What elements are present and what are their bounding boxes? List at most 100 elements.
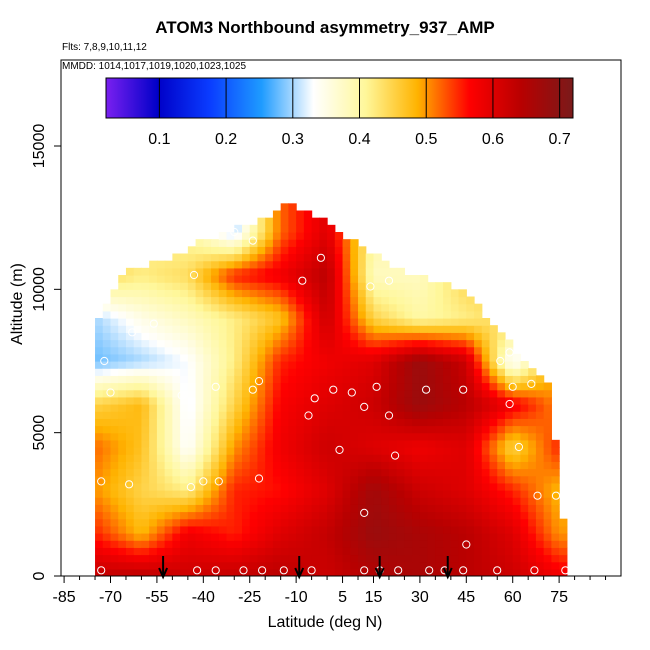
heatmap-cell — [520, 454, 529, 462]
heatmap-cell — [334, 325, 344, 333]
heatmap-cell — [504, 482, 514, 491]
heatmap-cell — [350, 361, 359, 369]
heatmap-cell — [450, 568, 460, 576]
heatmap-cell — [396, 346, 406, 355]
heatmap-cell — [141, 418, 150, 427]
sample-point — [462, 540, 471, 549]
heatmap-cell — [296, 289, 305, 298]
heatmap-cell — [156, 432, 166, 441]
heatmap-cell — [543, 404, 552, 412]
heatmap-cell — [334, 353, 344, 362]
heatmap-cell — [218, 246, 228, 255]
y-axis-label: Altitude (m) — [9, 263, 26, 345]
heatmap-cell — [489, 497, 498, 505]
heatmap-cell — [412, 461, 421, 470]
heatmap-cell — [481, 432, 491, 441]
heatmap-cell — [543, 511, 552, 520]
heatmap-cell — [528, 368, 537, 376]
heatmap-cell — [412, 561, 421, 570]
heatmap-cell — [110, 447, 119, 455]
heatmap-cell — [187, 296, 197, 305]
heatmap-cell — [187, 561, 197, 570]
heatmap-cell — [195, 540, 204, 548]
heatmap-cell — [443, 404, 452, 412]
heatmap-cell — [435, 439, 444, 448]
heatmap-cell — [412, 475, 421, 484]
heatmap-cell — [396, 461, 406, 470]
heatmap-cell — [334, 518, 344, 527]
heatmap-cell — [334, 554, 344, 563]
heatmap-cell — [466, 454, 475, 462]
heatmap-cell — [412, 447, 421, 455]
heatmap-cell — [118, 389, 127, 398]
heatmap-cell — [280, 554, 289, 563]
heatmap-cell — [226, 353, 235, 362]
heatmap-cell — [504, 461, 514, 470]
heatmap-cell — [497, 432, 506, 441]
heatmap-cell — [319, 533, 328, 541]
heatmap-cell — [303, 533, 313, 541]
heatmap-cell — [249, 518, 259, 527]
heatmap-cell — [481, 418, 491, 427]
heatmap-cell — [319, 561, 328, 570]
heatmap-cell — [272, 339, 282, 348]
colorbar-tick-label: 0.3 — [282, 131, 304, 148]
heatmap-cell — [443, 533, 452, 541]
heatmap-cell — [512, 490, 522, 498]
heatmap-cell — [535, 554, 545, 563]
heatmap-cell — [203, 389, 212, 398]
heatmap-cell — [327, 504, 336, 513]
heatmap-cell — [102, 511, 112, 520]
heatmap-cell — [249, 504, 259, 513]
heatmap-cell — [404, 318, 413, 326]
heatmap-cell — [466, 497, 475, 505]
heatmap-cell — [559, 568, 568, 576]
heatmap-cell — [125, 310, 135, 319]
heatmap-cell — [520, 368, 529, 376]
heatmap-cell — [350, 490, 359, 498]
heatmap-cell — [180, 346, 189, 355]
heatmap-cell — [265, 482, 274, 491]
heatmap-cell — [149, 554, 158, 563]
heatmap-cell — [95, 325, 104, 333]
heatmap-cell — [551, 561, 560, 570]
heatmap-cell — [388, 482, 398, 491]
heatmap-cell — [195, 303, 204, 312]
heatmap-cell — [226, 246, 235, 255]
heatmap-cell — [342, 411, 351, 419]
heatmap-cell — [249, 275, 259, 283]
heatmap-cell — [489, 389, 498, 398]
heatmap-cell — [435, 289, 444, 298]
heatmap-cell — [435, 303, 444, 312]
sample-point — [514, 442, 524, 452]
heatmap-cell — [412, 454, 421, 462]
heatmap-cell — [528, 511, 537, 520]
heatmap-cell — [350, 382, 359, 391]
heatmap-cell — [419, 368, 429, 376]
heatmap-cell — [241, 490, 251, 498]
heatmap-cell — [180, 389, 189, 398]
heatmap-cell — [296, 253, 305, 262]
heatmap-cell — [118, 511, 127, 520]
heatmap-cell — [303, 525, 313, 534]
heatmap-cell — [234, 404, 243, 412]
heatmap-cell — [342, 368, 351, 376]
heatmap-cell — [164, 468, 173, 477]
heatmap-cell — [265, 468, 274, 477]
heatmap-cell — [110, 318, 119, 326]
heatmap-cell — [125, 361, 135, 369]
heatmap-cell — [187, 275, 197, 283]
heatmap-cell — [535, 504, 545, 513]
heatmap-cell — [334, 468, 344, 477]
heatmap-cell — [272, 540, 282, 548]
heatmap-cell — [373, 368, 382, 376]
heatmap-cell — [156, 404, 166, 412]
heatmap-cell — [396, 554, 406, 563]
heatmap-cell — [388, 554, 398, 563]
heatmap-cell — [358, 303, 367, 312]
heatmap-cell — [412, 332, 421, 341]
heatmap-cell — [443, 540, 452, 548]
heatmap-cell — [466, 425, 475, 434]
heatmap-cell — [280, 346, 289, 355]
heatmap-cell — [443, 325, 452, 333]
